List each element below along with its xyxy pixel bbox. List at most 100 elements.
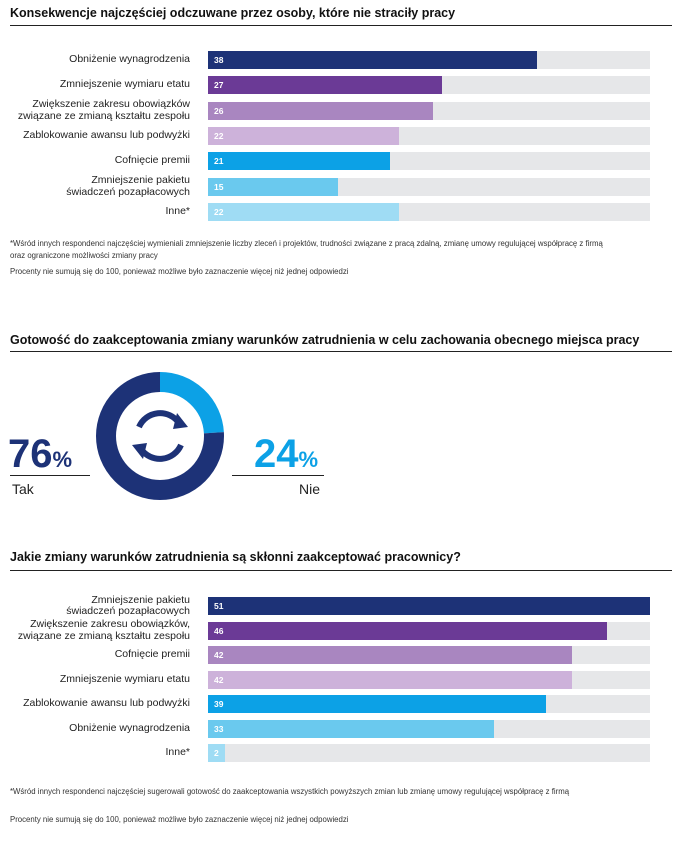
bar-value-label: 21 bbox=[214, 156, 224, 167]
section2-rule bbox=[10, 351, 672, 352]
donut-slice-tak bbox=[96, 372, 224, 500]
refresh-arrows-icon bbox=[132, 410, 188, 462]
bar-category-label-line: Zmniejszenie pakietu bbox=[91, 174, 190, 186]
yes-percent-sign: % bbox=[52, 447, 73, 472]
refresh-arrowhead-bottom bbox=[132, 443, 147, 459]
bar-value-label: 22 bbox=[214, 206, 224, 217]
bar-category-label: Cofnięcie premii bbox=[114, 648, 190, 661]
bar-category-label: Zmniejszenie wymiaru etatu bbox=[60, 79, 190, 91]
readiness-donut-chart bbox=[96, 372, 224, 500]
section1-title: Konsekwencje najczęściej odczuwane przez… bbox=[10, 6, 456, 20]
bar-category-label-line: Inne* bbox=[165, 204, 190, 217]
bar-row: Inne* 22 bbox=[0, 202, 682, 221]
bar bbox=[208, 670, 572, 689]
section3-rule bbox=[10, 570, 672, 571]
section3-footnote: *Wśród innych respondenci najczęściej su… bbox=[10, 787, 570, 796]
donut-slices bbox=[96, 372, 224, 500]
bar-track: 2 bbox=[208, 744, 650, 762]
section3-percent-note: Procenty nie sumują się do 100, ponieważ… bbox=[10, 815, 349, 824]
bar-row: Zmniejszenie wymiaru etatu 27 bbox=[0, 76, 682, 95]
section1-percent-note: Procenty nie sumują się do 100, ponieważ… bbox=[10, 267, 349, 276]
bar-category-label: Cofnięcie premii bbox=[115, 155, 190, 167]
no-percentage: 24% bbox=[254, 434, 318, 480]
bar-value-label: 38 bbox=[214, 55, 224, 65]
bar-category-label-line: Zablokowanie awansu lub podwyżki bbox=[23, 697, 190, 709]
bar-category-label-line: świadczeń pozapłacowych bbox=[66, 185, 190, 198]
bar-category-label: Zmniejszenie pakietu świadczeń pozapłacow… bbox=[66, 594, 190, 618]
bar-category-label-line: Obniżenie wynagrodzenia bbox=[69, 721, 190, 734]
bar-value-label: 2 bbox=[214, 748, 219, 758]
bar-category-label: Zwiększenie zakresu obowiązków związane z… bbox=[18, 99, 190, 122]
bar bbox=[208, 101, 434, 120]
bar-row: Obniżenie wynagrodzenia 33 bbox=[0, 719, 682, 738]
bar-row: Cofnięcie premii 21 bbox=[0, 152, 682, 171]
bar-category-label-line: Zablokowanie awansu lub podwyżki bbox=[23, 128, 190, 141]
bar bbox=[208, 621, 607, 640]
bar-category-label-line: Zmniejszenie wymiaru etatu bbox=[59, 78, 190, 91]
bar-row: Cofnięcie premii 42 bbox=[0, 646, 682, 664]
yes-label: Tak bbox=[12, 481, 34, 497]
bar-track: 21 bbox=[208, 152, 650, 171]
bar bbox=[208, 202, 399, 221]
bar-track: 22 bbox=[208, 202, 650, 221]
bar-value-label: 42 bbox=[214, 674, 224, 685]
bar-row: Zablokowanie awansu lub podwyżki 22 bbox=[0, 126, 682, 145]
bar-row: Zwiększenie zakresu obowiązków związane z… bbox=[0, 99, 682, 122]
bar-value-label: 42 bbox=[214, 650, 224, 660]
bar-track: 15 bbox=[208, 177, 650, 196]
bar bbox=[208, 744, 226, 762]
bar-category-label-line: Obniżenie wynagrodzenia bbox=[69, 53, 190, 65]
no-percent-sign: % bbox=[298, 447, 319, 472]
bar-row: Obniżenie wynagrodzenia 38 bbox=[0, 51, 682, 69]
bar-value-label: 33 bbox=[214, 723, 224, 734]
bar-value-label: 27 bbox=[214, 80, 224, 91]
no-label: Nie bbox=[299, 481, 321, 497]
bar-category-label: Zablokowanie awansu lub podwyżki bbox=[23, 697, 190, 710]
bar-track: 39 bbox=[208, 695, 650, 713]
bar bbox=[208, 597, 650, 615]
bar bbox=[208, 76, 442, 95]
bar bbox=[208, 646, 572, 664]
bar bbox=[208, 152, 390, 171]
section1-rule bbox=[10, 25, 672, 26]
bar-row: Zablokowanie awansu lub podwyżki 39 bbox=[0, 695, 682, 713]
bar-row: Zmniejszenie pakietu świadczeń pozapłacow… bbox=[0, 594, 682, 618]
bar bbox=[208, 719, 494, 738]
bar-track: 22 bbox=[208, 126, 650, 145]
refresh-arrow-top bbox=[136, 410, 182, 429]
bar-track: 27 bbox=[208, 76, 650, 95]
bar-value-label: 15 bbox=[214, 181, 224, 192]
yes-value: 76 bbox=[8, 432, 53, 476]
bar-row: Zwiększenie zakresu obowiązków, związane … bbox=[0, 618, 682, 641]
bar-value-label: 22 bbox=[214, 130, 224, 141]
bar-value-label: 26 bbox=[214, 105, 224, 116]
yes-percentage: 76% bbox=[8, 434, 72, 480]
bar-value-label: 39 bbox=[214, 699, 224, 709]
bar-category-label: Obniżenie wynagrodzenia bbox=[69, 721, 190, 735]
bar-category-label-line: Zwiększenie zakresu obowiązków, bbox=[30, 618, 190, 630]
refresh-arrowhead-top bbox=[173, 413, 188, 429]
bar-track: 42 bbox=[208, 646, 650, 664]
section2-title: Gotowość do zaakceptowania zmiany warunk… bbox=[10, 333, 640, 347]
section3-title: Jakie zmiany warunków zatrudnienia są sk… bbox=[10, 550, 461, 564]
no-underline bbox=[232, 475, 324, 476]
bar bbox=[208, 51, 538, 69]
bar-category-label-line: Zmniejszenie wymiaru etatu bbox=[59, 672, 190, 685]
refresh-arrow-bottom bbox=[138, 443, 184, 462]
bar-category-label: Inne* bbox=[165, 746, 190, 759]
bar-category-label-line: związane ze zmianą kształtu zespołu bbox=[17, 109, 190, 122]
bar-row: Zmniejszenie wymiaru etatu 42 bbox=[0, 670, 682, 689]
bar-track: 42 bbox=[208, 670, 650, 689]
bar bbox=[208, 177, 338, 196]
bar-track: 26 bbox=[208, 101, 650, 120]
bar-category-label-line: Inne* bbox=[165, 746, 190, 758]
bar-category-label: Zablokowanie awansu lub podwyżki bbox=[23, 128, 190, 142]
bar-category-label: Zmniejszenie pakietu świadczeń pozapłacow… bbox=[66, 174, 190, 198]
bar bbox=[208, 126, 399, 145]
bar-value-label: 46 bbox=[214, 625, 224, 636]
bar-category-label: Obniżenie wynagrodzenia bbox=[69, 53, 190, 66]
bar-category-label: Inne* bbox=[165, 204, 190, 218]
bar-category-label-line: Cofnięcie premii bbox=[114, 648, 190, 660]
bar-track: 46 bbox=[208, 621, 650, 640]
no-value: 24 bbox=[254, 432, 299, 476]
